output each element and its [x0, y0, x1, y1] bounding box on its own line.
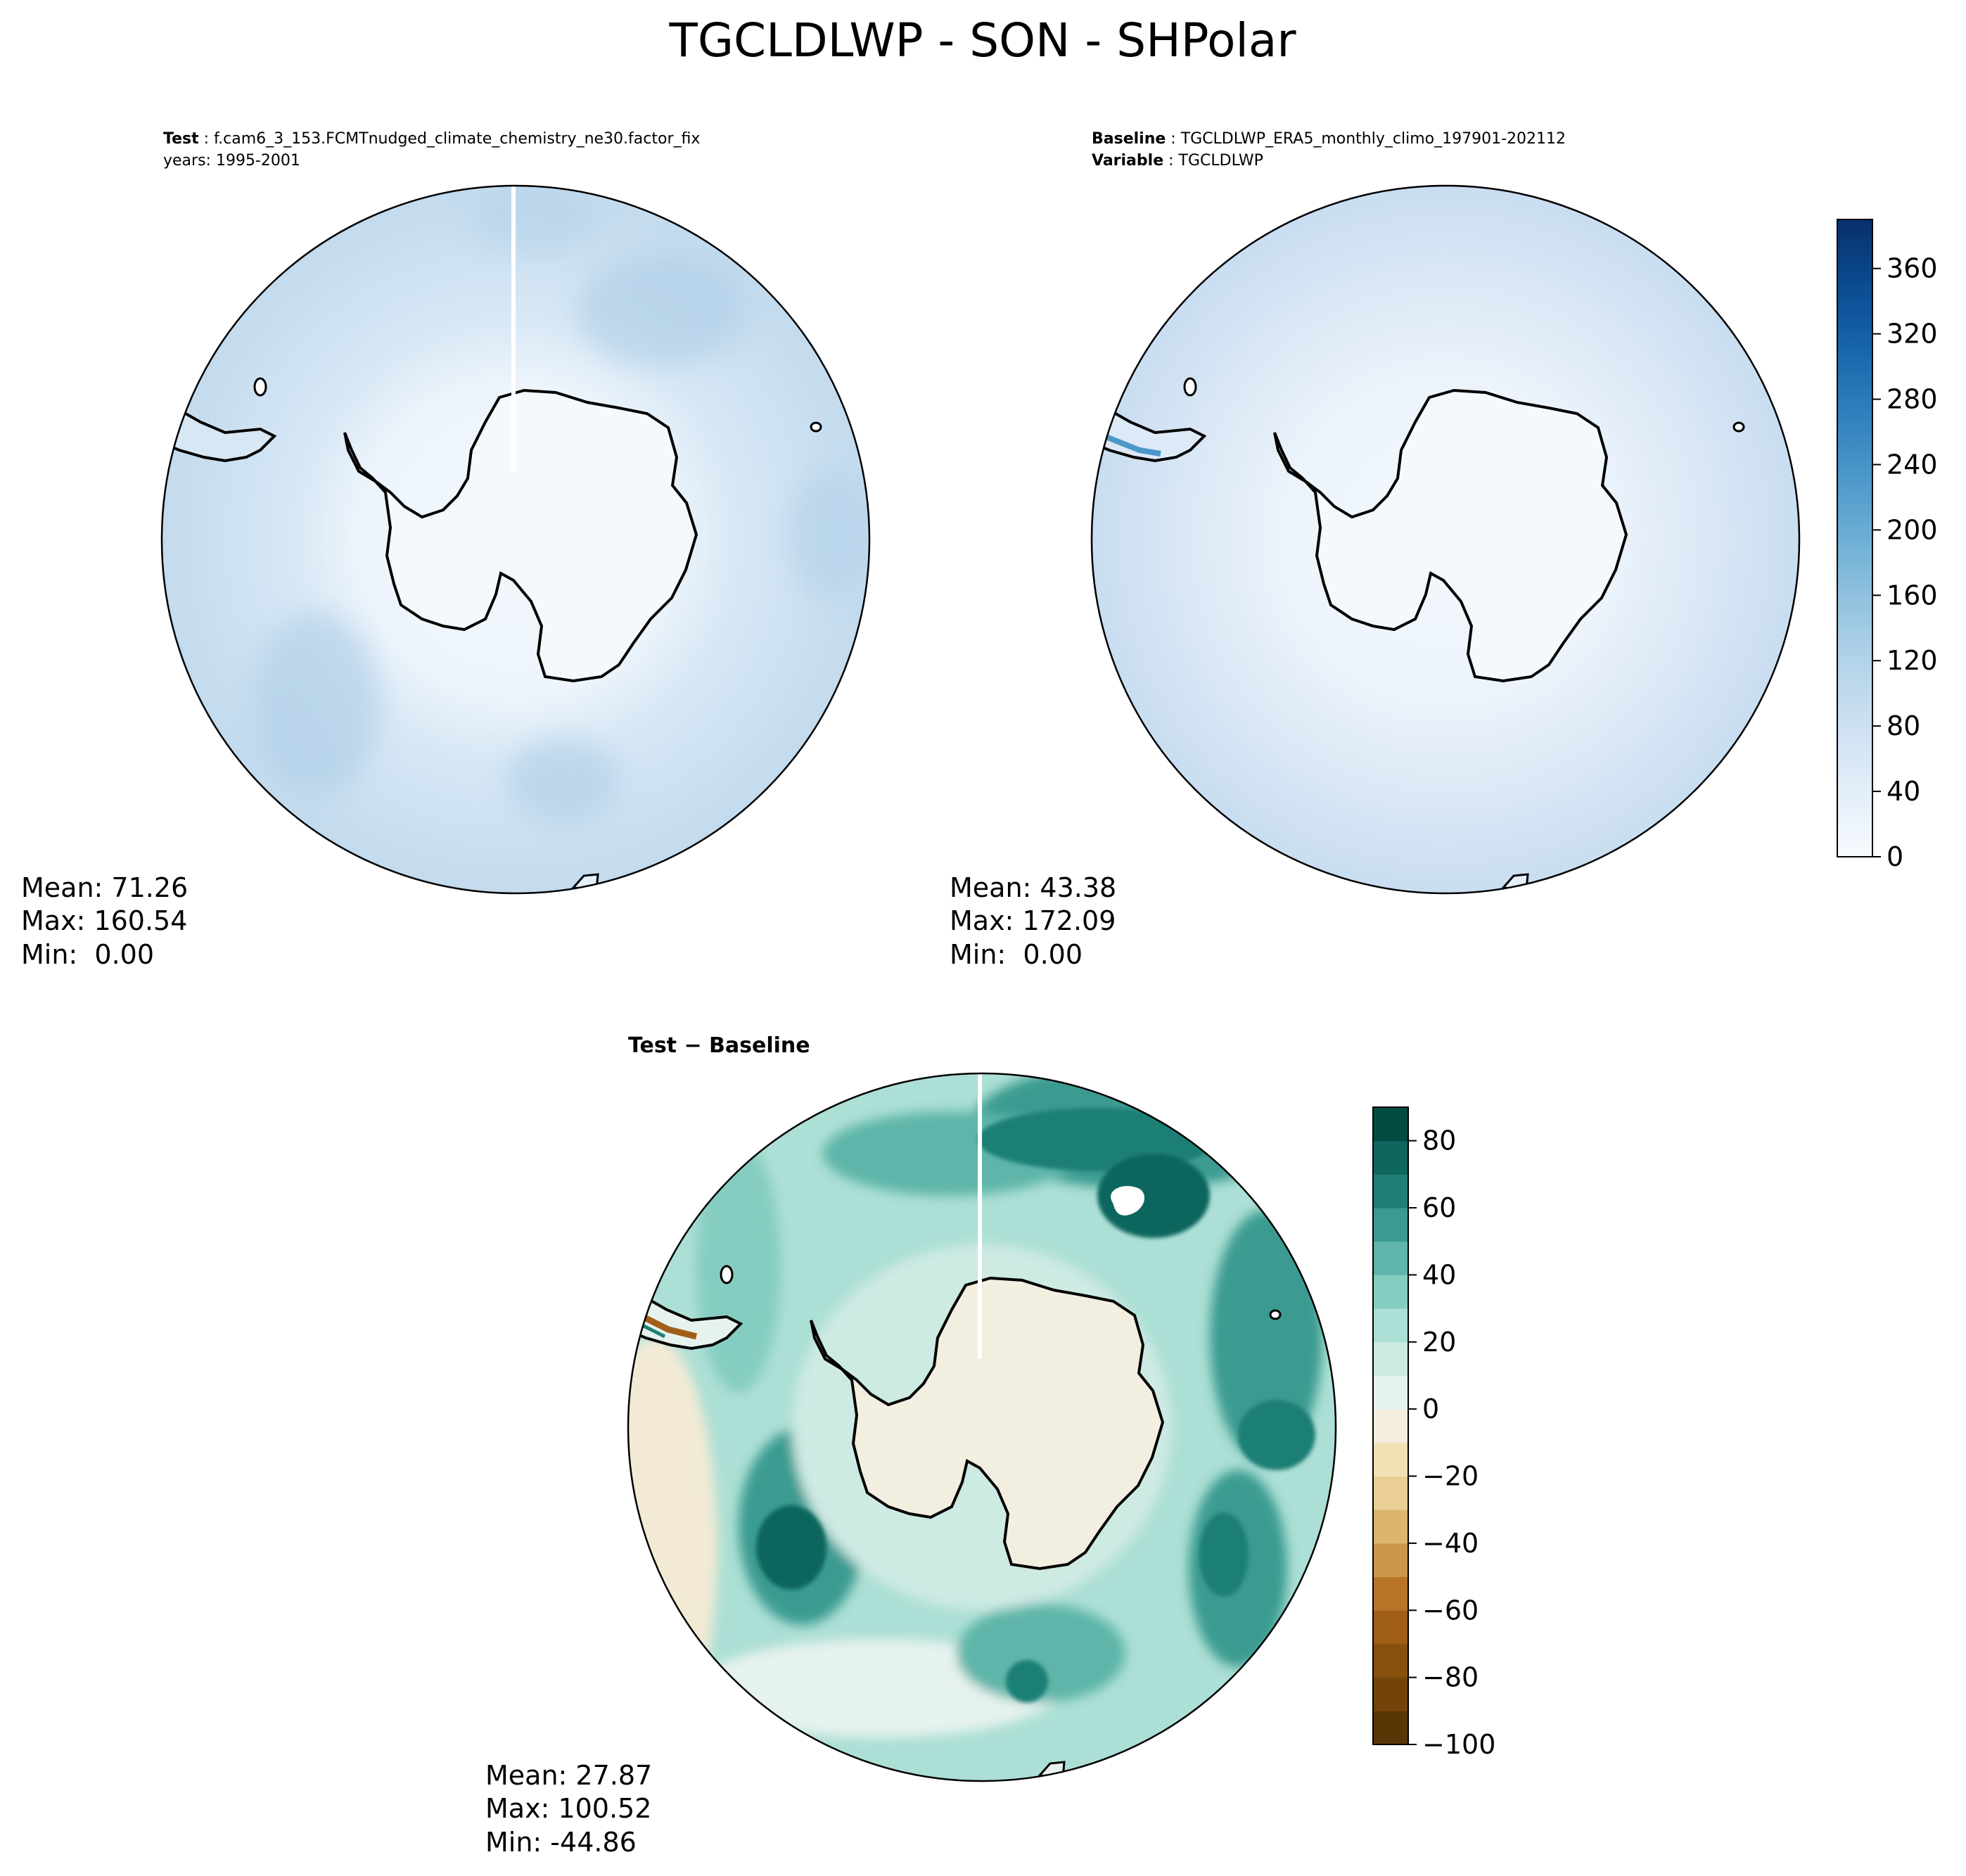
difference-colorbar-band	[1373, 1711, 1408, 1745]
test-header-years: years: 1995-2001	[163, 152, 300, 170]
difference-colorbar-band	[1373, 1208, 1408, 1242]
baseline-colorbar-tick-label: 240	[1887, 449, 1938, 480]
difference-colorbar-tick-label: −40	[1422, 1528, 1479, 1559]
difference-colorbar-band	[1373, 1476, 1408, 1510]
difference-colorbar-band	[1373, 1174, 1408, 1208]
figure-title: TGCLDLWP - SON - SHPolar	[669, 13, 1297, 68]
difference-colorbar-band	[1373, 1677, 1408, 1711]
difference-colorbar-band	[1373, 1275, 1408, 1309]
difference-colorbar-band	[1373, 1375, 1408, 1410]
test-header-case: f.cam6_3_153.FCMTnudged_climate_chemistr…	[214, 130, 700, 148]
baseline-variable-name: TGCLDLWP	[1178, 152, 1263, 170]
baseline-colorbar-tick-label: 200	[1887, 514, 1938, 545]
difference-coastline-antarctica	[810, 1276, 1165, 1571]
difference-colorbar-bands	[1373, 1107, 1408, 1745]
difference-colorbar-frame	[1372, 1106, 1409, 1745]
test-stat-max: Max: 160.54	[21, 905, 187, 936]
difference-colorbar-tick-label: −20	[1422, 1461, 1479, 1492]
baseline-colorbar-tick-label: 360	[1887, 253, 1938, 284]
test-header-line1: Test : f.cam6_3_153.FCMTnudged_climate_c…	[163, 130, 700, 148]
difference-map-border	[627, 1072, 1337, 1782]
panel-baseline: Baseline : TGCLDLWP_ERA5_monthly_climo_1…	[950, 130, 1938, 970]
test-seam-line	[511, 186, 516, 471]
difference-colorbar-tick-label: 20	[1422, 1327, 1456, 1358]
baseline-map-border	[1090, 184, 1801, 895]
test-stat-mean: Mean: 71.26	[21, 872, 188, 903]
difference-colorbar-band	[1373, 1442, 1408, 1477]
baseline-header-line2: Variable : TGCLDLWP	[1092, 152, 1263, 170]
baseline-map-field	[1092, 186, 1799, 893]
panel-test: Test : f.cam6_3_153.FCMTnudged_climate_c…	[21, 130, 871, 970]
difference-colorbar-tick-label: −100	[1422, 1729, 1495, 1760]
test-map-field	[162, 186, 869, 893]
baseline-stat-max: Max: 172.09	[950, 905, 1116, 936]
difference-colorbar-tick-label: 60	[1422, 1192, 1456, 1223]
difference-colorbar: −100 −80 −60 −40 −20 0 20 40 60 80	[1372, 1106, 1495, 1760]
difference-stat-max: Max: 100.52	[485, 1793, 651, 1824]
difference-colorbar-band	[1373, 1241, 1408, 1275]
test-header-sep: :	[199, 130, 214, 148]
test-header-label: Test	[163, 130, 199, 148]
difference-colorbar-band	[1373, 1543, 1408, 1578]
difference-colorbar-band	[1373, 1107, 1408, 1142]
difference-colorbar-band	[1373, 1510, 1408, 1544]
difference-seam-line	[978, 1073, 982, 1359]
difference-colorbar-band	[1373, 1409, 1408, 1443]
difference-title: Test − Baseline	[628, 1033, 810, 1058]
difference-colorbar-band	[1373, 1140, 1408, 1175]
baseline-header-file: TGCLDLWP_ERA5_monthly_climo_197901-20211…	[1180, 130, 1566, 148]
baseline-colorbar-tick-label: 80	[1887, 710, 1920, 741]
difference-colorbar-band	[1373, 1576, 1408, 1611]
baseline-colorbar: 0 40 80 120 160 200 240 280 320 360	[1837, 219, 1938, 872]
baseline-coastline-antarctica	[1273, 388, 1628, 683]
difference-colorbar-ticks: −100 −80 −60 −40 −20 0 20 40 60 80	[1408, 1125, 1495, 1760]
baseline-variable-sep: :	[1163, 152, 1178, 170]
baseline-colorbar-tick-label: 320	[1887, 319, 1938, 350]
baseline-colorbar-tick-label: 0	[1887, 841, 1903, 872]
test-coastline-antarctica	[343, 388, 698, 683]
baseline-colorbar-tick-label: 160	[1887, 580, 1938, 611]
difference-colorbar-tick-label: −60	[1422, 1595, 1479, 1626]
difference-colorbar-band	[1373, 1643, 1408, 1678]
baseline-header-label: Baseline	[1092, 130, 1166, 148]
difference-colorbar-tick-label: 80	[1422, 1125, 1456, 1156]
difference-colorbar-band	[1373, 1341, 1408, 1376]
baseline-header-sep: :	[1166, 130, 1180, 148]
panel-difference: Test − Baseline	[485, 1033, 1495, 1858]
baseline-colorbar-tick-label: 120	[1887, 645, 1938, 676]
baseline-colorbar-tick-label: 40	[1887, 776, 1920, 807]
baseline-header-line1: Baseline : TGCLDLWP_ERA5_monthly_climo_1…	[1092, 130, 1566, 148]
test-stat-min: Min: 0.00	[21, 939, 154, 970]
baseline-stat-mean: Mean: 43.38	[950, 872, 1116, 903]
baseline-colorbar-ticks: 0 40 80 120 160 200 240 280 320 360	[1872, 253, 1938, 872]
difference-colorbar-band	[1373, 1308, 1408, 1343]
baseline-colorbar-fill	[1837, 219, 1873, 857]
difference-colorbar-tick-label: 40	[1422, 1259, 1456, 1290]
baseline-variable-label: Variable	[1092, 152, 1163, 170]
difference-stat-min: Min: -44.86	[485, 1827, 637, 1858]
difference-stat-mean: Mean: 27.87	[485, 1760, 652, 1791]
difference-colorbar-tick-label: −80	[1422, 1662, 1479, 1693]
baseline-stat-min: Min: 0.00	[950, 939, 1083, 970]
baseline-colorbar-tick-label: 280	[1887, 384, 1938, 415]
test-map-border	[160, 184, 871, 895]
difference-colorbar-tick-label: 0	[1422, 1393, 1439, 1424]
difference-colorbar-band	[1373, 1610, 1408, 1645]
